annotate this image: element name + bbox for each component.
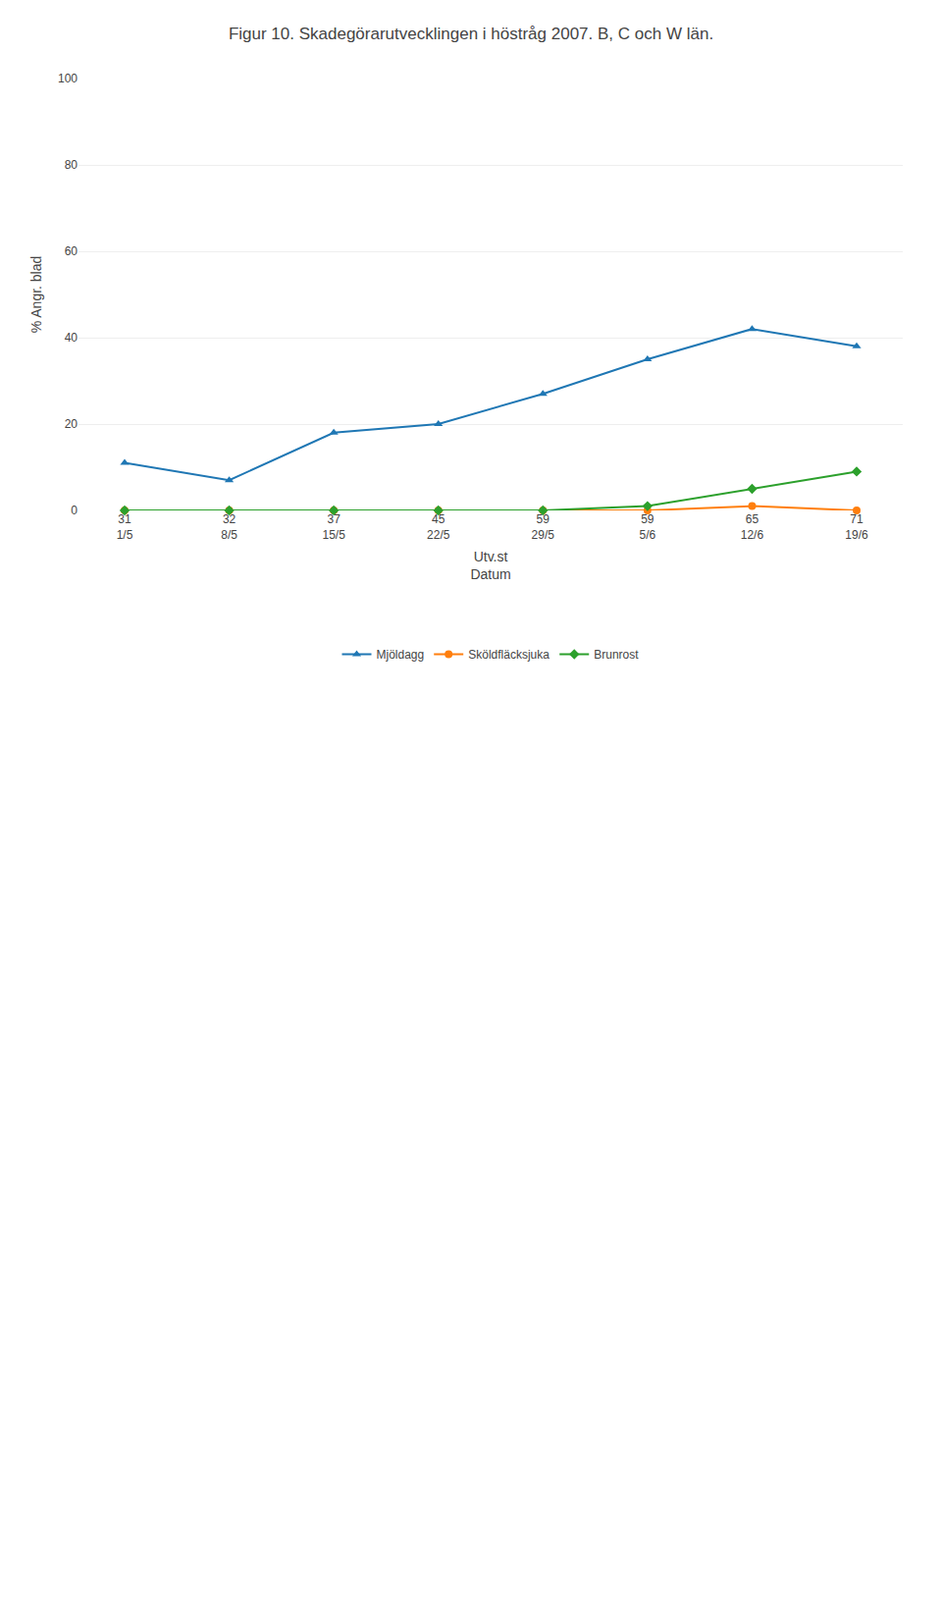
- svg-text:Figur 10. Skadegörarutveckling: Figur 10. Skadegörarutvecklingen i höstr…: [228, 24, 714, 44]
- svg-text:328/5: 328/5: [220, 512, 238, 542]
- svg-text:0: 0: [70, 503, 78, 518]
- svg-text:20: 20: [64, 417, 79, 431]
- svg-text:100: 100: [57, 71, 78, 86]
- svg-text:Mjöldagg: Mjöldagg: [376, 647, 425, 662]
- svg-text:4522/5: 4522/5: [426, 512, 451, 542]
- svg-text:311/5: 311/5: [116, 512, 134, 542]
- svg-text:6512/6: 6512/6: [740, 512, 765, 542]
- svg-text:80: 80: [64, 157, 79, 172]
- svg-text:Sköldfläcksjuka: Sköldfläcksjuka: [468, 647, 550, 662]
- svg-text:40: 40: [64, 330, 79, 345]
- svg-text:60: 60: [64, 244, 79, 259]
- svg-text:7119/6: 7119/6: [844, 512, 869, 542]
- svg-text:595/6: 595/6: [639, 512, 657, 542]
- svg-text:Brunrost: Brunrost: [593, 647, 639, 662]
- svg-text:% Angr. blad: % Angr. blad: [28, 256, 45, 334]
- svg-text:Utv.stDatum: Utv.stDatum: [470, 548, 511, 582]
- svg-text:5929/5: 5929/5: [531, 512, 556, 542]
- svg-text:3715/5: 3715/5: [321, 512, 346, 542]
